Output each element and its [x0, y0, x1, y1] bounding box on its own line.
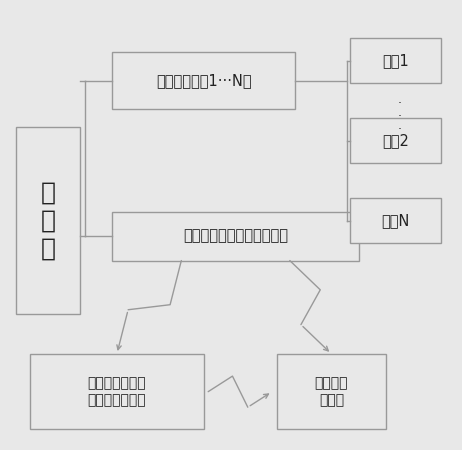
Bar — [350, 118, 441, 163]
Text: ·
·
·: · · · — [398, 97, 402, 135]
Text: 手机、平板电脑
或其他移动终端: 手机、平板电脑 或其他移动终端 — [88, 377, 146, 407]
Text: 电
控
盒: 电 控 盒 — [41, 181, 56, 261]
Bar — [350, 38, 441, 83]
Text: 电器1: 电器1 — [382, 53, 409, 68]
Bar — [17, 127, 80, 314]
Text: 智能家居
控制器: 智能家居 控制器 — [315, 377, 348, 407]
Text: 电器2: 电器2 — [382, 133, 409, 148]
Bar — [112, 52, 295, 109]
Text: 红外发射器（1···N）: 红外发射器（1···N） — [156, 73, 251, 88]
Bar — [350, 198, 441, 243]
Text: 无线通讯模块（带处理器）: 无线通讯模块（带处理器） — [183, 229, 288, 243]
Bar — [277, 354, 386, 429]
Bar — [112, 212, 359, 261]
Bar — [30, 354, 204, 429]
Text: 电器N: 电器N — [381, 213, 409, 228]
